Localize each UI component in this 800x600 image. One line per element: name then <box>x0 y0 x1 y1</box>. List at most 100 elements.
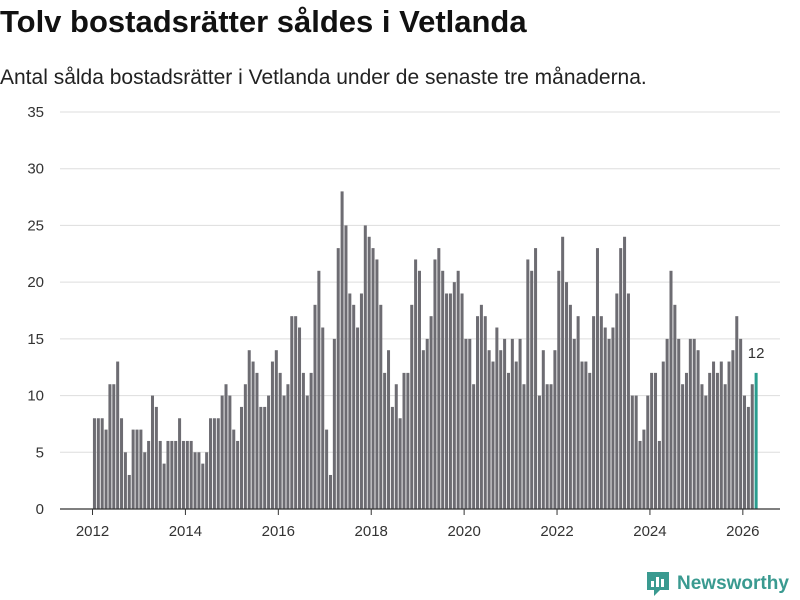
bar <box>135 429 139 509</box>
bar <box>673 304 677 509</box>
bar <box>615 293 619 509</box>
bar <box>568 304 572 509</box>
bar <box>572 338 576 509</box>
bar <box>387 350 391 509</box>
bar <box>607 338 611 509</box>
bar <box>704 395 708 509</box>
bar <box>112 384 116 509</box>
bar <box>247 350 251 509</box>
bar <box>336 248 340 509</box>
bar <box>595 248 599 509</box>
bar <box>719 361 723 509</box>
bar <box>417 270 421 509</box>
bar <box>274 350 278 509</box>
bar <box>592 316 596 509</box>
bar <box>278 372 282 509</box>
bar <box>406 372 410 509</box>
bar <box>700 384 704 509</box>
y-tick-label: 15 <box>27 331 44 348</box>
bar <box>305 395 309 509</box>
bar <box>201 463 205 509</box>
y-tick-label: 5 <box>36 444 44 461</box>
bar <box>630 395 634 509</box>
bar <box>390 406 394 509</box>
bar <box>220 395 224 509</box>
bar <box>557 270 561 509</box>
bar <box>626 293 630 509</box>
bar <box>340 191 344 509</box>
bar <box>549 384 553 509</box>
bar <box>491 361 495 509</box>
bar <box>178 418 182 509</box>
bar <box>599 316 603 509</box>
bar <box>681 384 685 509</box>
x-tick-label: 2014 <box>169 523 202 540</box>
bar <box>723 384 727 509</box>
brand-name: Newsworthy <box>677 573 789 594</box>
bar <box>139 429 143 509</box>
bar <box>445 293 449 509</box>
bar <box>495 327 499 509</box>
bar <box>410 304 414 509</box>
bar <box>209 418 213 509</box>
bar <box>116 361 120 509</box>
bar <box>727 361 731 509</box>
bar <box>545 384 549 509</box>
bar <box>394 384 398 509</box>
bar <box>216 418 220 509</box>
y-tick-label: 10 <box>27 388 44 405</box>
bar <box>263 406 267 509</box>
bar <box>561 236 565 509</box>
bar <box>359 293 363 509</box>
bar <box>603 327 607 509</box>
x-tick-label: 2012 <box>76 523 109 540</box>
bar <box>526 259 530 509</box>
y-tick-label: 0 <box>36 501 44 518</box>
bar <box>553 350 557 509</box>
bar <box>414 259 418 509</box>
bar <box>483 316 487 509</box>
bar <box>739 338 743 509</box>
bar <box>259 406 263 509</box>
bar <box>448 293 452 509</box>
bar <box>383 372 387 509</box>
bar <box>460 293 464 509</box>
y-tick-label: 25 <box>27 217 44 234</box>
bar <box>193 452 197 509</box>
bar <box>708 372 712 509</box>
bar <box>692 338 696 509</box>
newsworthy-logo-icon <box>647 572 669 596</box>
bar <box>522 384 526 509</box>
bar <box>92 418 96 509</box>
bar <box>537 395 541 509</box>
bar <box>510 338 514 509</box>
bar <box>143 452 147 509</box>
bar <box>131 429 135 509</box>
bar <box>290 316 294 509</box>
bar <box>456 270 460 509</box>
bar <box>228 395 232 509</box>
bar <box>750 384 754 509</box>
chart-subtitle: Antal sålda bostadsrätter i Vetlanda und… <box>0 66 647 89</box>
bar <box>530 270 534 509</box>
bar <box>356 327 360 509</box>
bar <box>541 350 545 509</box>
y-tick-label: 20 <box>27 274 44 291</box>
bar <box>325 429 329 509</box>
bar <box>696 350 700 509</box>
bar <box>224 384 228 509</box>
bar <box>371 248 375 509</box>
bar <box>166 440 170 509</box>
bar <box>684 372 688 509</box>
bar <box>154 406 158 509</box>
bar <box>270 361 274 509</box>
bar <box>251 361 255 509</box>
bar <box>189 440 193 509</box>
bar <box>735 316 739 509</box>
bar <box>464 338 468 509</box>
newsworthy-logo[interactable]: Newsworthy <box>645 570 789 598</box>
bar <box>185 440 189 509</box>
bar <box>108 384 112 509</box>
bar <box>212 418 216 509</box>
x-tick-label: 2018 <box>355 523 388 540</box>
